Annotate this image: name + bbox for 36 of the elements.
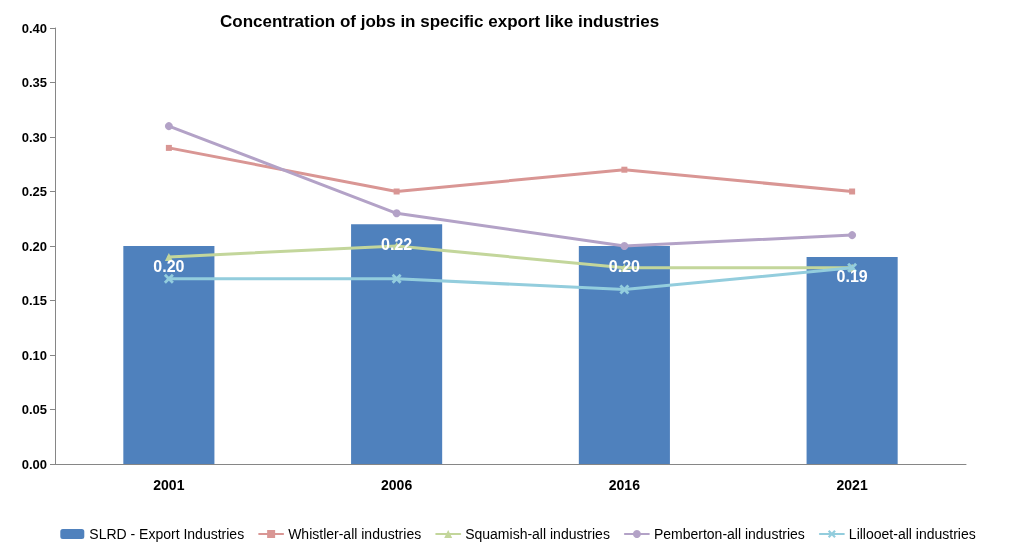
y-tick-label: 0.30 [21, 129, 47, 145]
legend-label: Squamish-all industries [465, 526, 610, 542]
point [165, 144, 172, 151]
y-tick-label: 0.15 [21, 293, 47, 308]
point [620, 242, 629, 250]
point [392, 209, 401, 218]
point [391, 273, 402, 284]
bar [806, 256, 898, 464]
y-tick-label: 0.00 [21, 456, 47, 472]
bar [578, 246, 670, 464]
x-tick-label: 2021 [836, 477, 868, 493]
bar [351, 224, 443, 464]
point [849, 188, 856, 195]
y-tick-label: 0.40 [21, 20, 47, 36]
legend-label: Lillooet-all industries [848, 526, 976, 542]
data-label: 0.20 [153, 257, 185, 275]
y-tick-label: 0.10 [21, 347, 47, 363]
legend-label: Pemberton-all industries [653, 526, 805, 542]
legend-label: Whistler-all industries [288, 526, 422, 542]
point [619, 284, 630, 295]
point [848, 231, 857, 240]
point [393, 188, 400, 195]
point [621, 166, 628, 173]
point [164, 122, 173, 131]
y-tick-label: 0.05 [21, 402, 47, 417]
x-tick-label: 2006 [381, 477, 413, 493]
y-tick-label: 0.20 [21, 238, 47, 254]
legend-label: SLRD - Export Industries [89, 526, 245, 542]
y-tick-label: 0.25 [21, 184, 47, 199]
x-tick-label: 2001 [153, 477, 185, 493]
y-tick-label: 0.35 [21, 75, 47, 90]
chart-title: Concentration of jobs in specific export like industries [220, 12, 660, 31]
data-label: 0.19 [836, 268, 868, 286]
bar [123, 246, 215, 464]
point [163, 273, 174, 284]
x-tick-label: 2016 [608, 477, 641, 493]
